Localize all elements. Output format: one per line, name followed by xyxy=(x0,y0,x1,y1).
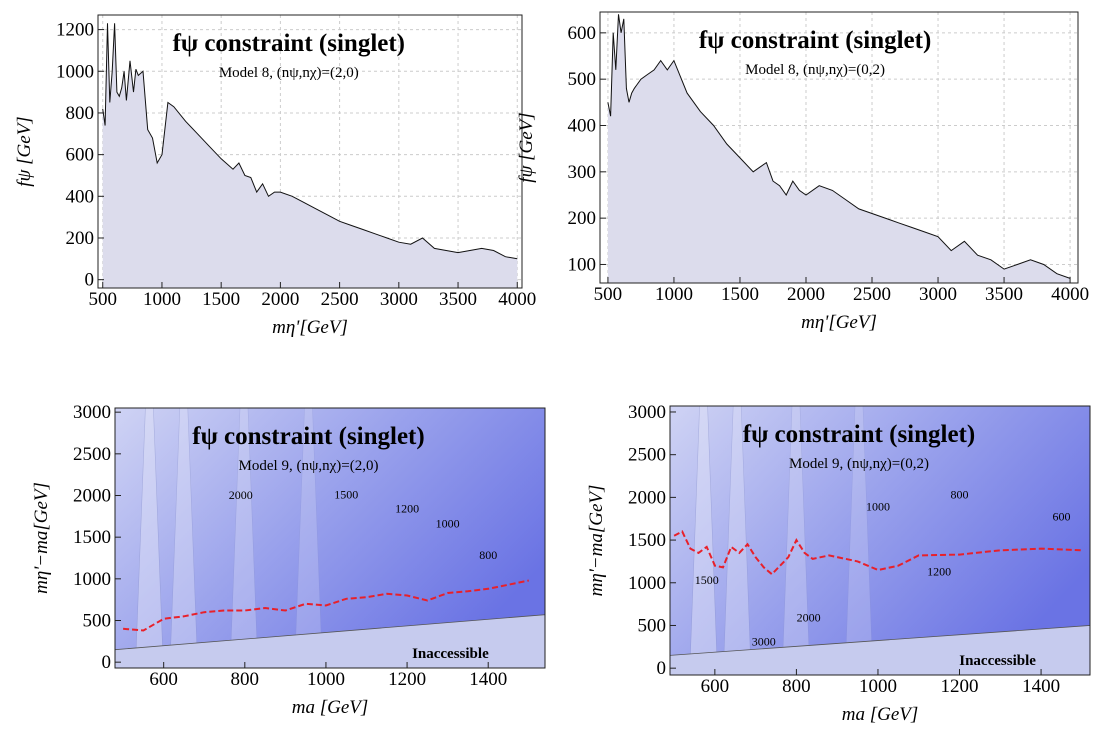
chart-subtitle: Model 8, (nψ,nχ)=(2,0) xyxy=(219,65,359,81)
x-tick-label: 1000 xyxy=(307,669,345,690)
y-tick-label: 3000 xyxy=(73,402,111,423)
y-tick-label: 200 xyxy=(568,208,597,229)
panel: Inaccessible 1000 800 600 1500 1200 2000 3000 60… xyxy=(586,402,1091,725)
area-fill xyxy=(607,14,1071,284)
x-tick-label: 500 xyxy=(88,289,117,310)
contour-label: 800 xyxy=(951,487,969,501)
x-tick-label: 1500 xyxy=(721,284,759,305)
x-tick-label: 1000 xyxy=(143,289,181,310)
contour-label: 1000 xyxy=(866,499,890,513)
y-tick-label: 1000 xyxy=(73,569,111,590)
y-tick-label: 1000 xyxy=(56,61,94,82)
x-tick-label: 2000 xyxy=(787,284,825,305)
x-tick-label: 1500 xyxy=(202,289,240,310)
y-tick-label: 3000 xyxy=(628,402,666,423)
constraint-line xyxy=(123,579,530,632)
area-line xyxy=(607,14,1071,279)
area-line xyxy=(102,23,518,260)
y-tick-label: 1500 xyxy=(73,527,111,548)
y-tick-label: 0 xyxy=(85,270,95,291)
x-axis-label: ma [GeV] xyxy=(292,697,369,718)
y-axis-label: mη'−ma[GeV] xyxy=(586,485,607,597)
x-tick-label: 3000 xyxy=(380,289,418,310)
contour-label: 2000 xyxy=(229,488,253,502)
constraint-line xyxy=(673,530,1082,576)
chart-subtitle: Model 9, (nψ,nχ)=(2,0) xyxy=(239,458,379,474)
y-axis-label: mη'−ma[GeV] xyxy=(31,482,52,594)
x-tick-label: 3000 xyxy=(919,284,957,305)
contour-label: 600 xyxy=(1052,510,1070,524)
contour-label: 800 xyxy=(479,548,497,562)
x-axis-label: ma [GeV] xyxy=(842,704,919,725)
y-axis-label: fψ [GeV] xyxy=(516,112,537,182)
y-tick-label: 2500 xyxy=(73,444,111,465)
x-tick-label: 800 xyxy=(231,669,260,690)
y-tick-label: 1000 xyxy=(628,573,666,594)
x-tick-label: 1400 xyxy=(1022,676,1060,697)
y-tick-label: 500 xyxy=(83,611,112,632)
y-tick-label: 600 xyxy=(568,23,597,44)
x-tick-label: 3500 xyxy=(985,284,1023,305)
x-axis-label: mη'[GeV] xyxy=(801,312,877,333)
y-tick-label: 500 xyxy=(638,615,667,636)
x-tick-label: 1000 xyxy=(655,284,693,305)
x-axis-label: mη'[GeV] xyxy=(272,317,348,338)
chart-title: fψ constraint (singlet) xyxy=(192,423,424,450)
y-tick-label: 400 xyxy=(568,115,597,136)
x-tick-label: 2500 xyxy=(853,284,891,305)
x-tick-label: 2500 xyxy=(321,289,359,310)
panel: Inaccessible 2000 1500 1200 1000 800 600 800 100… xyxy=(31,402,546,718)
chart-subtitle: Model 8, (nψ,nχ)=(0,2) xyxy=(745,62,885,78)
chart-subtitle: Model 9, (nψ,nχ)=(0,2) xyxy=(789,456,929,472)
region-label: Inaccessible xyxy=(412,646,489,662)
y-tick-label: 0 xyxy=(102,652,112,673)
x-tick-label: 800 xyxy=(782,676,811,697)
contour-label: 2000 xyxy=(797,610,821,624)
x-tick-label: 500 xyxy=(594,284,623,305)
area-fill xyxy=(102,23,518,289)
contour-label: 1500 xyxy=(334,487,358,501)
contour-label: 1200 xyxy=(927,564,951,578)
contour-label: 1500 xyxy=(695,573,719,587)
region-label: Inaccessible xyxy=(959,653,1036,669)
x-tick-label: 600 xyxy=(149,669,178,690)
y-tick-label: 2500 xyxy=(628,445,666,466)
y-tick-label: 100 xyxy=(568,254,597,275)
plot-frame xyxy=(114,407,546,669)
plot-frame xyxy=(97,14,523,289)
y-tick-label: 2000 xyxy=(628,487,666,508)
y-tick-label: 0 xyxy=(657,658,667,679)
y-tick-label: 200 xyxy=(66,228,95,249)
panel: 500 1000 1500 2000 2500 3000 3500 4000 100 200 300… xyxy=(516,11,1089,333)
x-tick-label: 2000 xyxy=(261,289,299,310)
chart-title: fψ constraint (singlet) xyxy=(699,27,931,54)
y-axis-label: fψ [GeV] xyxy=(14,116,35,186)
x-tick-label: 4000 xyxy=(1051,284,1089,305)
y-tick-label: 400 xyxy=(66,186,95,207)
y-tick-label: 600 xyxy=(66,145,95,166)
contour-label: 1000 xyxy=(436,516,460,530)
x-tick-label: 1000 xyxy=(859,676,897,697)
y-tick-label: 800 xyxy=(66,103,95,124)
y-tick-label: 500 xyxy=(568,69,597,90)
x-tick-label: 1400 xyxy=(469,669,507,690)
y-tick-label: 2000 xyxy=(73,486,111,507)
y-tick-label: 1200 xyxy=(56,20,94,41)
x-tick-label: 600 xyxy=(701,676,730,697)
x-tick-label: 3500 xyxy=(439,289,477,310)
chart-title: fψ constraint (singlet) xyxy=(173,30,405,57)
chart-title: fψ constraint (singlet) xyxy=(743,421,975,448)
contour-label: 3000 xyxy=(752,634,776,648)
x-tick-label: 1200 xyxy=(941,676,979,697)
y-tick-label: 1500 xyxy=(628,530,666,551)
plot-frame xyxy=(599,11,1079,284)
contour-label: 1200 xyxy=(395,501,419,515)
y-tick-label: 300 xyxy=(568,162,597,183)
x-tick-label: 1200 xyxy=(388,669,426,690)
panel: 500 1000 1500 2000 2500 3000 3500 4000 0 200 400 60… xyxy=(14,14,536,338)
x-tick-label: 4000 xyxy=(498,289,536,310)
